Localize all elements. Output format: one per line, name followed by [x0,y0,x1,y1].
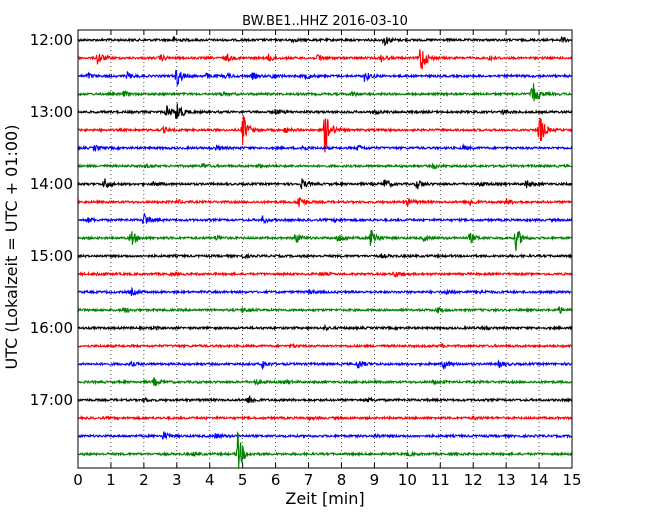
x-tick-label: 9 [370,471,380,489]
trace-1700 [77,395,573,404]
trace-1600 [77,323,573,332]
x-axis-ticks: 0 1 2 3 4 5 6 7 8 9 10 11 12 13 14 15 [73,30,582,489]
y-tick-label: 16:00 [30,319,73,337]
x-tick-label: 15 [562,471,581,489]
x-tick-label: 11 [431,471,450,489]
trace-1330 [77,142,573,152]
x-tick-label: 2 [139,471,149,489]
trace-1315 [77,114,573,153]
y-tick-label: 13:00 [30,103,73,121]
y-tick-label: 17:00 [30,391,73,409]
chart-title: BW.BE1..HHZ 2016-03-10 [242,14,408,29]
x-tick-label: 10 [398,471,417,489]
trace-1645 [77,377,573,387]
trace-1245 [77,83,572,102]
y-tick-label: 12:00 [30,31,73,49]
x-tick-label: 12 [464,471,483,489]
plot-frame [77,29,573,469]
trace-1415 [77,196,573,207]
y-tick-label: 15:00 [30,247,73,265]
x-tick-label: 3 [172,471,182,489]
x-tick-label: 0 [73,471,83,489]
trace-1615 [77,342,573,350]
y-tick-label: 14:00 [30,175,73,193]
trace-1745 [77,430,573,469]
x-tick-label: 6 [271,471,281,489]
x-tick-label: 1 [106,471,116,489]
x-tick-label: 7 [304,471,314,489]
trace-1515 [77,270,573,278]
x-tick-label: 13 [497,471,516,489]
y-axis-ticks: 12:00 13:00 14:00 15:00 16:00 17:00 [30,31,572,409]
trace-1530 [77,286,573,297]
seismogram-traces [77,35,573,469]
trace-1430 [77,213,573,225]
x-axis-label: Zeit [min] [285,489,364,508]
trace-1230 [77,69,573,86]
x-tick-label: 8 [337,471,347,489]
trace-1345 [77,162,573,170]
trace-1200 [77,35,573,47]
x-tick-label: 14 [530,471,549,489]
trace-1445 [77,229,573,251]
x-tick-label: 4 [205,471,215,489]
trace-1215 [77,49,573,70]
y-axis-label: UTC (Lokalzeit = UTC + 01:00) [2,125,21,370]
trace-1400 [77,178,573,190]
trace-1545 [77,306,573,315]
trace-1500 [77,252,573,260]
trace-1730 [77,431,572,441]
trace-1300 [77,103,573,119]
trace-1715 [77,414,573,422]
x-tick-label: 5 [238,471,248,489]
trace-1630 [77,359,573,371]
